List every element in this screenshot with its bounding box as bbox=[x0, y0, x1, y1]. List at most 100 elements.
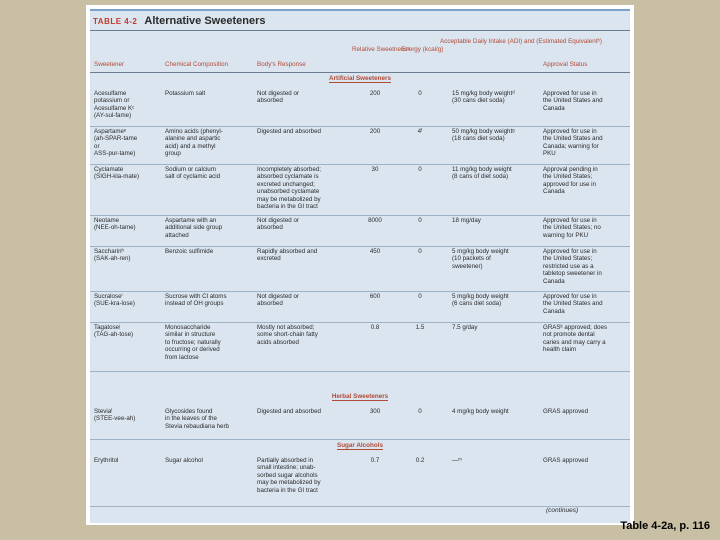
cell-adi: 5 mg/kg body weight (10 packets of sweet… bbox=[452, 248, 509, 270]
cell-sweet: 8000 bbox=[368, 217, 382, 224]
cell-comp: Sugar alcohol bbox=[165, 457, 203, 464]
section-title: Artificial Sweeteners bbox=[329, 75, 391, 83]
cell-name: Aspartameᵉ (ah-SPAR-tame or ASS-pur-tame… bbox=[94, 128, 138, 158]
cell-sweet: 600 bbox=[369, 293, 381, 300]
textbook-page: TABLE 4-2 Alternative Sweeteners Sweeten… bbox=[86, 5, 634, 525]
cell-comp: Potassium salt bbox=[165, 90, 206, 97]
cell-name: Acesulfame potassium or Acesulfame Kᶜ (A… bbox=[94, 90, 135, 120]
header-sweetness: Relative Sweetnessᵃ bbox=[352, 46, 410, 53]
table-name: Alternative Sweeteners bbox=[144, 15, 266, 27]
cell-name: Saccharinʰ (SAK-ah-ren) bbox=[94, 248, 131, 263]
cell-adi: 15 mg/kg body weightᵈ (30 cans diet soda… bbox=[452, 90, 515, 105]
cell-sweet: 0.7 bbox=[370, 457, 380, 464]
row-rule bbox=[90, 126, 630, 127]
cell-resp: Digested and absorbed bbox=[257, 408, 321, 415]
header-energy: Energy (kcal/g) bbox=[401, 46, 444, 53]
cell-energy: 4ᶠ bbox=[417, 128, 423, 135]
row-rule bbox=[90, 246, 630, 247]
cell-status: Approved for use in the United States an… bbox=[543, 293, 603, 315]
cell-resp: Not digested or absorbed bbox=[257, 90, 299, 105]
table-row: Cyclamate (SIGH-kla-mate) Sodium or calci… bbox=[90, 164, 630, 215]
table-row: Saccharinʰ (SAK-ah-ren) Benzoic sulfimide… bbox=[90, 246, 630, 291]
cell-comp: Sodium or calcium salt of cyclamic acid bbox=[165, 166, 221, 181]
header-status: Approval Status bbox=[543, 61, 588, 68]
cell-status: GRAS approved bbox=[543, 408, 589, 415]
cell-comp: Amino acids (phenyl- alanine and asparti… bbox=[165, 128, 223, 158]
header-rule bbox=[90, 72, 630, 73]
cell-resp: Digested and absorbed bbox=[257, 128, 321, 135]
row-rule bbox=[90, 506, 630, 507]
cell-name: Cyclamate (SIGH-kla-mate) bbox=[94, 166, 140, 181]
cell-sweet: 30 bbox=[371, 166, 379, 173]
cell-comp: Benzoic sulfimide bbox=[165, 248, 214, 255]
header-sweetener: Sweetener bbox=[94, 61, 125, 68]
cell-energy: 1.5 bbox=[415, 324, 425, 331]
cell-status: GRAS approved bbox=[543, 457, 589, 464]
cell-name: Sucraloseⁱ (SUE-kra-lose) bbox=[94, 293, 135, 308]
cell-resp: Partially absorbed in small intestine; u… bbox=[257, 457, 321, 494]
cell-resp: Rapidly absorbed and excreted bbox=[257, 248, 318, 263]
cell-status: Approved for use in the United States; n… bbox=[543, 217, 601, 239]
cell-adi: 50 mg/kg body weightᵍ (18 cans diet soda… bbox=[452, 128, 515, 143]
cell-status: Approved for use in the United States an… bbox=[543, 128, 603, 158]
table-row: Steviaˡ (STEE-vee-ah) Glycosides found in… bbox=[90, 406, 630, 439]
cell-adi: —ᵐ bbox=[452, 457, 462, 464]
section-title: Sugar Alcohols bbox=[337, 442, 383, 450]
cell-energy: 0.2 bbox=[415, 457, 425, 464]
cell-comp: Monosaccharide similar in structure to f… bbox=[165, 324, 221, 361]
cell-sweet: 450 bbox=[369, 248, 381, 255]
table-label: TABLE 4-2 bbox=[93, 17, 138, 26]
cell-sweet: 200 bbox=[369, 128, 381, 135]
cell-adi: 5 mg/kg body weight (6 cans diet soda) bbox=[452, 293, 509, 308]
cell-energy: 0 bbox=[418, 408, 422, 415]
row-rule bbox=[90, 164, 630, 165]
section-heading: Artificial Sweeteners bbox=[90, 75, 630, 83]
table-caption: Table 4-2a, p. 116 bbox=[620, 520, 710, 532]
cell-energy: 0 bbox=[418, 217, 422, 224]
table-row: Erythritol Sugar alcohol Partially absorbe… bbox=[90, 455, 630, 506]
table-row: Aspartameᵉ (ah-SPAR-tame or ASS-pur-tame… bbox=[90, 126, 630, 164]
table-row: Acesulfame potassium or Acesulfame Kᶜ (A… bbox=[90, 88, 630, 126]
cell-energy: 0 bbox=[418, 293, 422, 300]
cell-adi: 18 mg/day bbox=[452, 217, 481, 224]
cell-name: Tagatoseʲ (TAG-ah-tose) bbox=[94, 324, 134, 339]
cell-comp: Glycosides found in the leaves of the St… bbox=[165, 408, 229, 430]
cell-resp: Not digested or absorbed bbox=[257, 217, 299, 232]
table-row: Sucraloseⁱ (SUE-kra-lose) Sucrose with Cl… bbox=[90, 291, 630, 322]
title-rule bbox=[90, 30, 630, 31]
cell-adi: 11 mg/kg body weight (8 cans of diet sod… bbox=[452, 166, 512, 181]
row-rule bbox=[90, 322, 630, 323]
row-rule bbox=[90, 371, 630, 372]
row-rule bbox=[90, 215, 630, 216]
row-rule bbox=[90, 291, 630, 292]
cell-resp: Incompletely absorbed; absorbed cyclamat… bbox=[257, 166, 321, 211]
header-composition: Chemical Composition bbox=[165, 61, 228, 68]
cell-name: Neotame (NEE-oh-tame) bbox=[94, 217, 136, 232]
sweeteners-table: TABLE 4-2 Alternative Sweeteners Sweeten… bbox=[90, 9, 630, 523]
header-adi: Acceptable Daily Intake (ADI) and (Estim… bbox=[440, 38, 602, 45]
cell-name: Steviaˡ (STEE-vee-ah) bbox=[94, 408, 136, 423]
cell-energy: 0 bbox=[418, 248, 422, 255]
cell-sweet: 300 bbox=[369, 408, 381, 415]
cell-comp: Aspartame with an additional side group … bbox=[165, 217, 223, 239]
cell-adi: 4 mg/kg body weight bbox=[452, 408, 509, 415]
section-heading: Herbal Sweeteners bbox=[90, 393, 630, 401]
cell-sweet: 200 bbox=[369, 90, 381, 97]
cell-sweet: 0.8 bbox=[370, 324, 380, 331]
cell-status: Approval pending in the United States; a… bbox=[543, 166, 598, 196]
section-title: Herbal Sweeteners bbox=[331, 393, 389, 401]
row-rule bbox=[90, 439, 630, 440]
continued-note: (continues) bbox=[546, 507, 579, 514]
cell-status: Approved for use in the United States; r… bbox=[543, 248, 602, 285]
cell-resp: Not digested or absorbed bbox=[257, 293, 299, 308]
cell-status: GRASᵏ approved; does not promote dental … bbox=[543, 324, 608, 354]
table-title: TABLE 4-2 Alternative Sweeteners bbox=[93, 15, 265, 27]
cell-adi: 7.5 g/day bbox=[452, 324, 478, 331]
cell-status: Approved for use in the United States an… bbox=[543, 90, 603, 112]
section-heading: Sugar Alcohols bbox=[90, 442, 630, 450]
cell-resp: Mostly not absorbed; some short-chain fa… bbox=[257, 324, 318, 346]
cell-energy: 0 bbox=[418, 166, 422, 173]
table-row: Neotame (NEE-oh-tame) Aspartame with an a… bbox=[90, 215, 630, 246]
cell-energy: 0 bbox=[418, 90, 422, 97]
cell-name: Erythritol bbox=[94, 457, 119, 464]
